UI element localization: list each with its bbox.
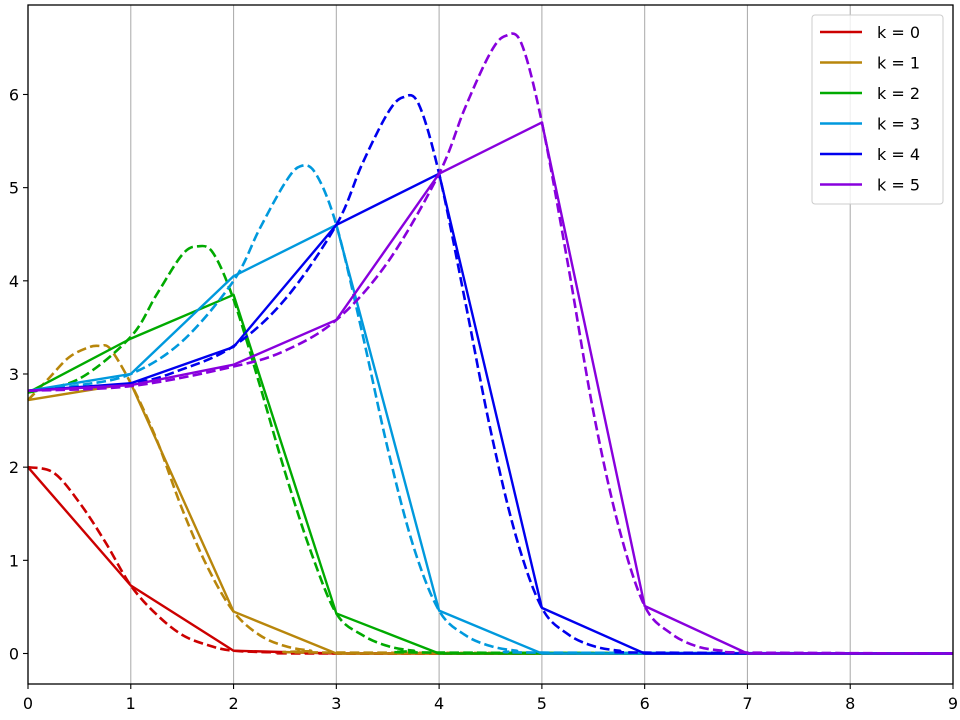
x-axis: 0 1 2 3 4 5 6 7 8 9 xyxy=(23,684,958,713)
dashed-curve xyxy=(27,32,954,655)
plot-area xyxy=(27,32,954,655)
x-tick-label: 0 xyxy=(23,694,33,713)
x-tick-label: 3 xyxy=(331,694,341,713)
dashed-curve xyxy=(27,164,954,655)
legend-label: k = 0 xyxy=(877,23,920,42)
axes-frame xyxy=(27,4,954,685)
legend-label: k = 4 xyxy=(877,145,920,164)
x-tick-label: 4 xyxy=(434,694,444,713)
dashed-curve xyxy=(27,343,954,655)
legend-label: k = 5 xyxy=(877,176,920,195)
y-tick-label: 1 xyxy=(9,551,19,570)
y-tick-label: 0 xyxy=(9,645,19,664)
dashed-curve xyxy=(27,244,954,655)
legend-label: k = 2 xyxy=(877,84,920,103)
y-tick-label: 4 xyxy=(9,272,19,291)
legend: k = 0 k = 1 k = 2 k = 3 k = 4 k = 5 xyxy=(811,14,944,205)
x-tick-label: 2 xyxy=(228,694,238,713)
y-tick-label: 2 xyxy=(9,458,19,477)
y-tick-label: 3 xyxy=(9,365,19,384)
solid-line xyxy=(27,121,953,655)
series-5 xyxy=(27,32,954,655)
x-tick-label: 1 xyxy=(126,694,136,713)
y-tick-label: 6 xyxy=(9,85,19,104)
legend-label: k = 1 xyxy=(877,54,920,73)
legend-label: k = 3 xyxy=(877,115,920,134)
x-tick-label: 8 xyxy=(845,694,855,713)
x-tick-label: 5 xyxy=(537,694,547,713)
x-tick-label: 6 xyxy=(640,694,650,713)
x-tick-label: 7 xyxy=(742,694,752,713)
y-tick-label: 5 xyxy=(9,179,19,198)
x-tick-label: 9 xyxy=(948,694,958,713)
y-axis: 0 1 2 3 4 5 6 xyxy=(9,85,28,664)
